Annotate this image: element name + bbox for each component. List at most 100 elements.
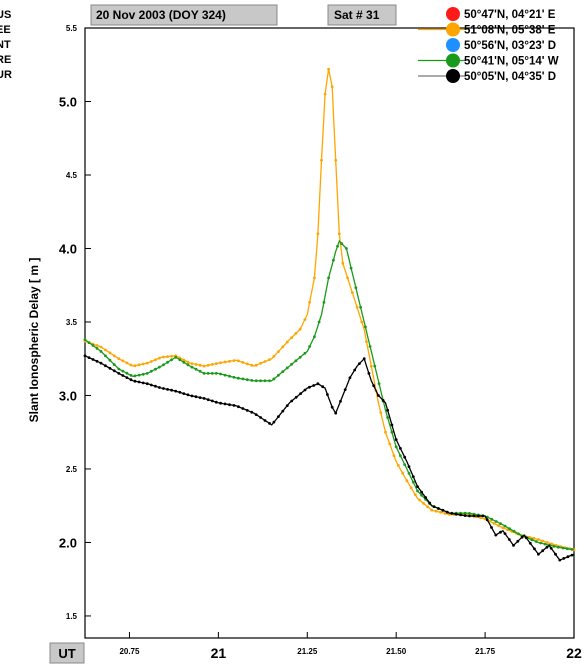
data-point	[182, 358, 186, 362]
date-header-box	[90, 4, 278, 26]
data-point	[359, 305, 362, 309]
data-point	[520, 535, 524, 539]
data-point	[432, 505, 436, 508]
data-point	[420, 490, 423, 494]
y-tick-label: 5.0	[59, 94, 77, 109]
data-point	[386, 408, 389, 412]
data-point	[434, 509, 438, 513]
data-point	[133, 364, 137, 368]
data-point	[308, 385, 311, 389]
data-point	[117, 367, 121, 371]
sat-header-box	[327, 4, 397, 26]
data-point	[133, 374, 137, 378]
data-point	[162, 355, 165, 359]
series-layer	[83, 67, 576, 562]
data-point	[516, 539, 520, 543]
data-point	[228, 359, 231, 363]
data-point	[294, 395, 298, 399]
data-point	[390, 423, 394, 427]
data-point	[316, 232, 320, 236]
data-point	[364, 325, 367, 329]
data-point	[194, 363, 198, 366]
data-point	[232, 404, 236, 407]
y-tick-label: 2.0	[59, 535, 77, 550]
data-point	[330, 85, 334, 89]
data-point	[468, 512, 471, 515]
data-point	[497, 524, 500, 527]
data-point	[141, 372, 145, 376]
data-point	[494, 533, 498, 537]
station-code: EE	[0, 24, 11, 36]
data-point	[507, 538, 511, 541]
data-point	[340, 242, 344, 246]
data-point	[533, 547, 536, 551]
x-tick-label: 21.25	[297, 647, 318, 656]
data-point	[501, 526, 505, 530]
data-point	[399, 454, 402, 458]
data-point	[468, 514, 471, 518]
data-point	[285, 404, 289, 407]
data-point	[186, 393, 190, 397]
data-point	[202, 372, 206, 375]
data-point	[317, 320, 321, 324]
data-point	[206, 398, 210, 402]
data-point	[245, 378, 249, 382]
station-codes: US EE NT RE UR	[0, 9, 12, 81]
data-point	[463, 514, 467, 517]
ut-label-box	[49, 642, 85, 664]
data-point	[372, 384, 376, 388]
x-axis-label: UT	[58, 646, 75, 661]
data-point	[178, 390, 182, 394]
data-point	[121, 374, 125, 377]
data-point	[407, 472, 411, 475]
data-point	[545, 541, 549, 544]
data-point	[277, 373, 280, 377]
data-point	[137, 373, 141, 377]
data-point	[174, 355, 178, 359]
data-point	[263, 360, 267, 363]
data-point	[550, 542, 554, 546]
data-point	[557, 545, 560, 549]
data-point	[454, 512, 458, 516]
data-point	[232, 375, 236, 379]
data-point	[303, 351, 307, 355]
data-point	[327, 276, 330, 280]
data-point	[512, 544, 515, 547]
station-code: US	[0, 9, 11, 21]
y-axis-label: Slant Ionospheric Delay [ m ]	[27, 258, 41, 423]
data-point	[346, 276, 349, 280]
data-point	[83, 354, 87, 358]
data-point	[334, 158, 338, 162]
x-tick-label: 21.75	[475, 647, 496, 656]
y-tick-label: 5.5	[66, 24, 78, 33]
data-point	[481, 514, 485, 518]
legend-marker	[446, 38, 460, 52]
data-point	[330, 405, 334, 409]
data-point	[112, 354, 116, 358]
data-point	[545, 545, 549, 549]
data-point	[388, 442, 392, 446]
sat-header-label: Sat # 31	[334, 8, 380, 22]
data-point	[503, 532, 507, 535]
data-point	[332, 258, 335, 262]
data-point	[112, 363, 116, 366]
data-point	[303, 318, 307, 321]
data-point	[392, 454, 396, 458]
data-point	[129, 363, 133, 367]
data-point	[505, 528, 509, 531]
data-point	[339, 399, 342, 403]
data-point	[350, 291, 354, 294]
data-point	[422, 502, 425, 505]
data-point	[341, 261, 345, 265]
data-point	[125, 361, 129, 365]
data-point	[206, 372, 210, 375]
data-point	[202, 397, 206, 400]
data-point	[524, 536, 528, 540]
data-point	[377, 382, 381, 386]
data-point	[272, 420, 276, 424]
y-tick-label: 1.5	[66, 612, 78, 621]
data-point	[485, 518, 489, 522]
data-point	[463, 511, 467, 515]
data-point	[552, 544, 556, 548]
